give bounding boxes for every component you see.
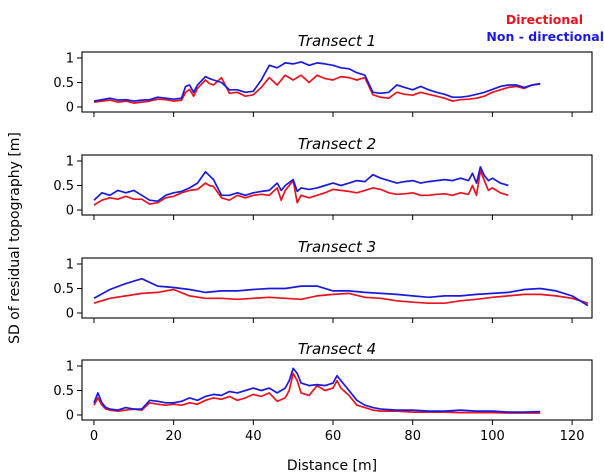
y-tick-label: 1	[66, 52, 74, 67]
y-tick-label: 1	[66, 258, 74, 273]
x-axis-label: Distance [m]	[287, 458, 377, 474]
x-tick-label: 100	[480, 429, 505, 444]
series-line-directional	[93, 74, 541, 104]
y-tick-label: 0	[66, 409, 74, 424]
x-tick-label: 20	[165, 429, 182, 444]
y-tick-label: 1	[66, 360, 74, 375]
x-tick-label: 40	[245, 429, 262, 444]
legend-directional: Directional	[506, 12, 583, 27]
axes-frame	[81, 359, 593, 421]
panel-transect-3: Transect 3 0 0.5 1	[53, 238, 593, 323]
y-tick-label: 0	[66, 101, 74, 116]
panel-transect-1: Transect 1 0 0.5 1	[53, 32, 593, 117]
y-tick-label: 0	[66, 307, 74, 322]
series-line-non-directional	[93, 61, 541, 102]
x-tick-label: 120	[560, 429, 585, 444]
panel-transect-4: Transect 4 0 0.5 1 0 20 40 60 80 100 120	[53, 340, 593, 444]
y-tick-label: 0.5	[53, 282, 74, 297]
series-line-directional	[93, 288, 589, 305]
x-tick-label: 80	[404, 429, 421, 444]
series-line-non-directional	[93, 277, 589, 307]
x-tick-label: 60	[325, 429, 342, 444]
series-line-non-directional	[93, 166, 509, 203]
panel-title: Transect 2	[298, 135, 376, 153]
x-tick-label: 0	[90, 429, 98, 444]
y-tick-label: 0	[66, 204, 74, 219]
series-line-directional	[93, 169, 509, 206]
panel-title: Transect 1	[298, 32, 376, 50]
panel-title: Transect 4	[298, 340, 376, 358]
axes-frame	[81, 257, 593, 319]
y-axis-label: SD of residual topography [m]	[7, 132, 23, 344]
y-tick-label: 0.5	[53, 384, 74, 399]
y-tick-label: 0.5	[53, 179, 74, 194]
axes-frame	[81, 51, 593, 113]
series-line-directional	[93, 372, 541, 414]
legend: Directional Non - directional	[486, 12, 604, 44]
y-tick-label: 1	[66, 155, 74, 170]
panel-title: Transect 3	[298, 238, 376, 256]
panel-transect-2: Transect 2 0 0.5 1	[53, 135, 593, 220]
series-line-non-directional	[93, 367, 541, 413]
y-tick-label: 0.5	[53, 76, 74, 91]
legend-non-directional: Non - directional	[486, 29, 604, 44]
